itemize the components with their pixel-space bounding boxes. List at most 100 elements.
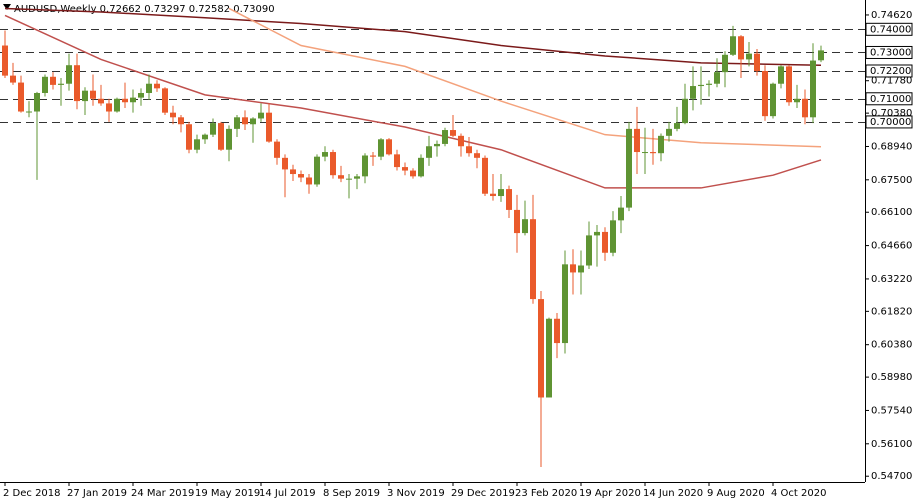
candle-body	[122, 98, 128, 103]
x-tick-label: 19 May 2019	[195, 488, 260, 499]
candle-body	[18, 82, 24, 112]
candle-body	[442, 130, 448, 144]
candle-body	[698, 84, 704, 87]
candle-body	[338, 175, 344, 179]
candle-body	[722, 54, 728, 73]
candle-body	[522, 219, 528, 234]
y-tick-label: 0.66100	[871, 207, 912, 218]
candle-body	[138, 92, 144, 98]
level-box	[865, 22, 913, 36]
y-tick-label: 0.74620	[871, 10, 912, 21]
candle-body	[642, 152, 648, 154]
candle-body	[458, 135, 464, 147]
candle-body	[538, 299, 544, 398]
x-tick-label: 19 Apr 2020	[579, 488, 641, 499]
candle-body	[34, 92, 40, 112]
candle-body	[274, 141, 280, 158]
candle-body	[386, 139, 392, 155]
candle-body	[202, 134, 208, 140]
candle-body	[770, 83, 776, 117]
candle-body	[530, 219, 536, 300]
x-tick-label: 2 Dec 2018	[3, 488, 61, 499]
x-tick-label: 4 Oct 2020	[771, 488, 826, 499]
candle-body	[186, 124, 192, 150]
candle-body	[594, 231, 600, 236]
candle-body	[410, 170, 416, 177]
level-label: 0.70000	[870, 117, 911, 128]
candle-body	[394, 154, 400, 168]
candle-body	[162, 88, 168, 113]
candle-body	[58, 83, 64, 85]
candle-body	[266, 112, 272, 142]
level-box	[865, 92, 913, 106]
candle-body	[578, 265, 584, 273]
candle-body	[618, 207, 624, 221]
candle-body	[730, 36, 736, 55]
y-tick-label: 0.68940	[871, 141, 912, 152]
candle-body	[314, 156, 320, 185]
candle-body	[714, 72, 720, 84]
candle-body	[74, 65, 80, 102]
moving-average	[228, 7, 822, 148]
candle-body	[250, 118, 256, 125]
candle-body	[234, 117, 240, 129]
candle-body	[482, 157, 488, 194]
y-tick-label: 0.67500	[871, 175, 912, 186]
y-tick-label: 0.56100	[871, 439, 912, 450]
candle-body	[818, 50, 824, 61]
candle-body	[418, 157, 424, 177]
symbol-icon	[3, 4, 11, 10]
candle-body	[146, 83, 152, 93]
candle-body	[778, 66, 784, 84]
candle-body	[306, 177, 312, 185]
candle-body	[554, 318, 560, 344]
candle-body	[378, 139, 384, 157]
candle-body	[282, 157, 288, 170]
candle-body	[706, 83, 712, 85]
candle-body	[466, 146, 472, 154]
candle-body	[370, 155, 376, 157]
candle-body	[362, 155, 368, 177]
candle-body	[170, 112, 176, 118]
y-tick-label: 0.57540	[871, 405, 912, 416]
candle-body	[2, 45, 8, 76]
candle-body	[658, 135, 664, 154]
candle-body	[10, 75, 16, 83]
candle-body	[610, 220, 616, 253]
candle-body	[258, 112, 264, 119]
candle-body	[794, 98, 800, 103]
candle-body	[546, 318, 552, 398]
candle-body	[210, 123, 216, 135]
candle-body	[42, 76, 48, 93]
candle-body	[506, 189, 512, 210]
candle-body	[786, 66, 792, 103]
candle-body	[434, 143, 440, 147]
candle-body	[810, 60, 816, 118]
candle-body	[330, 152, 336, 176]
candle-body	[194, 139, 200, 150]
y-tick-label: 0.60380	[871, 340, 912, 351]
candle-body	[514, 209, 520, 234]
chart-title: AUDUSD,Weekly 0.72662 0.73297 0.72582 0.…	[14, 4, 275, 15]
candle-body	[154, 83, 160, 89]
y-tick-label: 0.64660	[871, 241, 912, 252]
y-tick-label: 0.58980	[871, 372, 912, 383]
x-tick-label: 29 Dec 2019	[451, 488, 515, 499]
candle-body	[650, 152, 656, 154]
x-tick-label: 24 Mar 2019	[131, 488, 194, 499]
candle-body	[82, 90, 88, 102]
x-tick-label: 23 Feb 2020	[515, 488, 577, 499]
x-tick-label: 14 Jul 2019	[259, 488, 316, 499]
candle-body	[226, 128, 232, 150]
candle-body	[402, 167, 408, 171]
candle-body	[674, 123, 680, 129]
y-tick-label: 0.63220	[871, 274, 912, 285]
candle-body	[562, 264, 568, 344]
level-label: 0.71000	[870, 94, 911, 105]
candle-body	[738, 36, 744, 60]
x-tick-label: 27 Jan 2019	[67, 488, 127, 499]
candle-body	[26, 111, 32, 113]
level-box	[865, 115, 913, 129]
x-tick-label: 9 Aug 2020	[707, 488, 765, 499]
